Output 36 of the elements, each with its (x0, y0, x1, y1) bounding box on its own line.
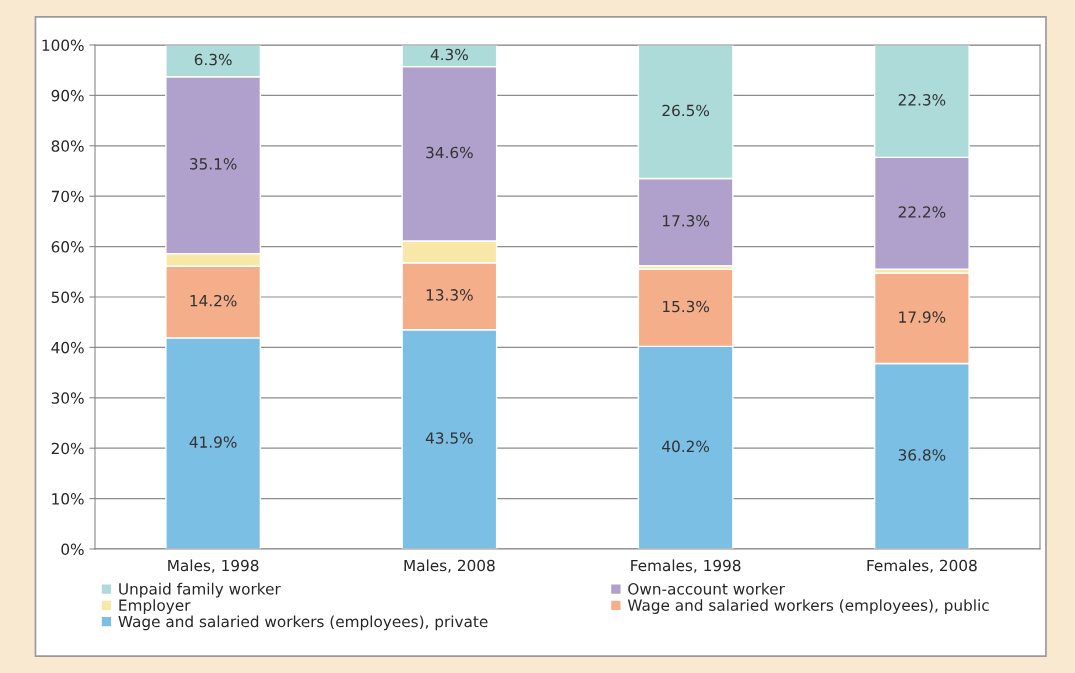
data-label: 26.5% (662, 104, 710, 117)
data-label: 40.2% (662, 440, 710, 453)
y-tick-label: 30% (51, 392, 84, 404)
data-label: 36.8% (898, 449, 946, 461)
data-label: 13.3% (426, 289, 473, 301)
data-label: 17.3% (663, 215, 710, 227)
x-tick-label: Males, 2008 (404, 559, 495, 573)
y-tick-label: 60% (51, 241, 84, 253)
data-label: 22.2% (898, 206, 946, 218)
data-label: 15.3% (663, 300, 710, 313)
data-label: 34.6% (426, 146, 473, 159)
y-tick-label: 50% (51, 291, 84, 304)
legend-label: Unpaid family worker (119, 582, 281, 598)
y-tick-label: 100% (42, 39, 84, 52)
legend-label: Own-account worker (628, 582, 785, 595)
y-tick-label: 0% (61, 543, 84, 556)
x-tick-label: Females, 1998 (631, 559, 741, 573)
data-label: 17.9% (899, 311, 946, 323)
legend-label: Wage and salaried workers (employees), private (118, 615, 488, 631)
legend-label: Employer (119, 599, 191, 614)
x-tick-label: Females, 2008 (867, 559, 977, 573)
data-label: 6.3% (194, 53, 232, 66)
legend-label: Wage and salaried workers (employees), public (627, 599, 989, 614)
y-tick-label: 20% (51, 442, 84, 455)
data-label: 35.1% (190, 158, 237, 170)
y-tick-label: 40% (51, 341, 84, 354)
data-label: 14.2% (190, 294, 237, 307)
data-label: 22.3% (898, 94, 946, 106)
y-tick-label: 90% (51, 89, 84, 102)
data-label: 41.9% (189, 436, 237, 448)
y-tick-label: 10% (52, 493, 84, 505)
data-label: 4.3% (430, 48, 468, 61)
x-tick-label: Males, 1998 (168, 559, 259, 573)
y-tick-label: 80% (51, 140, 84, 152)
y-tick-label: 70% (51, 190, 84, 203)
data-label: 43.5% (425, 432, 473, 444)
